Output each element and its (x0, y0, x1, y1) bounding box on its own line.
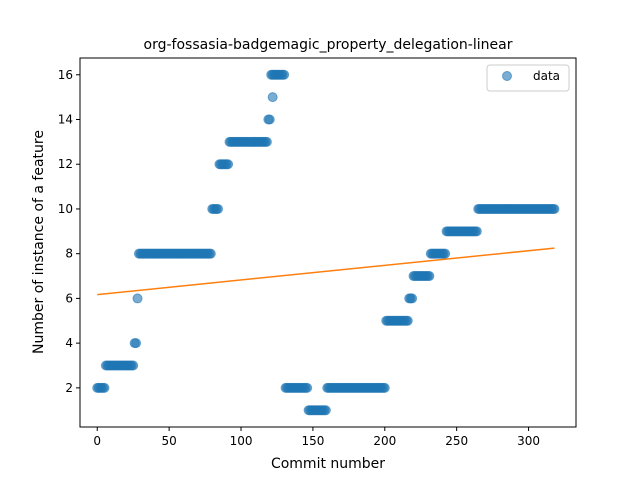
y-tick-label: 10 (58, 202, 73, 216)
y-tick-label: 14 (58, 113, 73, 127)
chart-title: org-fossasia-badgemagic_property_delegat… (144, 37, 513, 53)
y-axis-title: Number of instance of a feature (31, 130, 47, 354)
data-point (402, 315, 413, 326)
y-tick-label: 6 (65, 291, 73, 305)
plot-area (92, 69, 560, 416)
legend-label-data: data (533, 69, 560, 83)
x-tick-label: 300 (517, 434, 540, 448)
data-point (261, 136, 272, 147)
data-point (205, 248, 216, 259)
legend-marker-data (502, 71, 512, 81)
data-point (99, 382, 110, 393)
x-axis-title: Commit number (271, 456, 385, 472)
x-axis: 0 50 100 150 200 250 300 (93, 427, 540, 448)
y-tick-label: 12 (58, 157, 73, 171)
x-tick-label: 50 (161, 434, 176, 448)
axes-frame (79, 57, 577, 428)
y-tick-label: 16 (58, 68, 73, 82)
data-point (440, 248, 451, 259)
x-tick-label: 150 (301, 434, 324, 448)
data-point (223, 159, 234, 170)
data-point (407, 293, 418, 304)
x-tick-label: 200 (373, 434, 396, 448)
data-point (424, 271, 435, 282)
y-tick-label: 4 (65, 336, 73, 350)
data-point (131, 338, 142, 349)
data-point (264, 114, 275, 125)
x-tick-label: 250 (445, 434, 468, 448)
y-tick-label: 2 (65, 381, 73, 395)
y-axis: 2 4 6 8 10 12 14 16 (58, 68, 80, 395)
data-point (471, 226, 482, 237)
legend: data (486, 64, 570, 92)
data-point (549, 203, 560, 214)
fit-line (97, 247, 555, 296)
data-point (267, 92, 278, 103)
data-point (213, 203, 224, 214)
data-point (302, 382, 313, 393)
x-tick-label: 0 (93, 434, 101, 448)
data-point (132, 293, 143, 304)
data-point (320, 405, 331, 416)
data-point (279, 69, 290, 80)
y-tick-label: 8 (65, 247, 73, 261)
data-point (128, 360, 139, 371)
data-point (379, 382, 390, 393)
x-tick-label: 100 (230, 434, 253, 448)
